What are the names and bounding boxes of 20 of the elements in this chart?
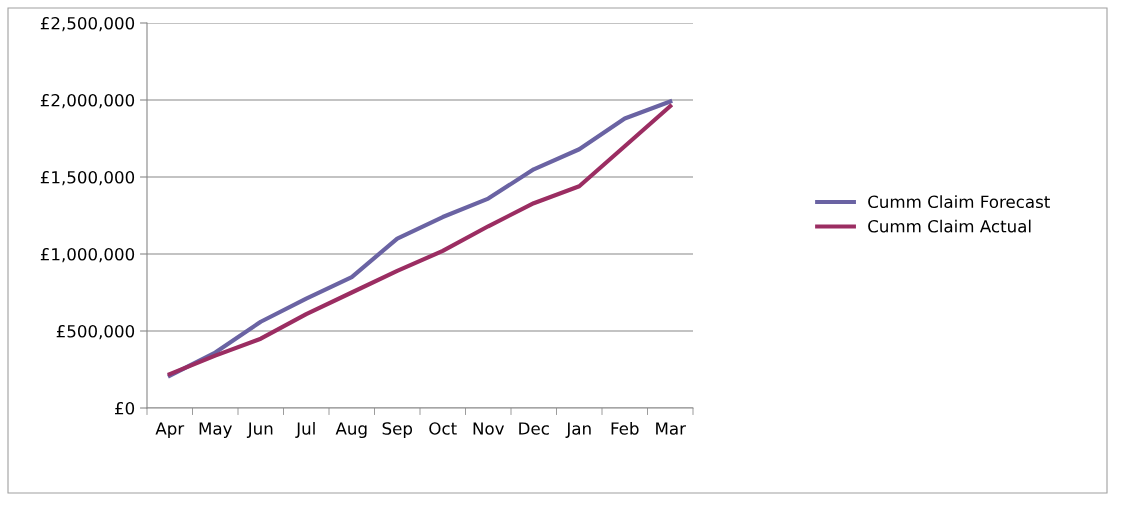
x-tick-label: Oct (429, 422, 457, 435)
x-tick-label: Nov (473, 422, 505, 435)
x-tick-label: Feb (611, 421, 639, 435)
x-tick-label: Mar (656, 422, 686, 435)
x-tick-label: Jul (295, 421, 315, 438)
x-tick-label: Dec (519, 422, 549, 435)
y-tick-label: £500,000 (56, 324, 135, 340)
y-tick-label: £2,000,000 (40, 93, 135, 109)
y-tick-label: £0 (115, 401, 135, 415)
legend-label: Cumm Claim Forecast (868, 195, 1050, 209)
x-tick-label: Apr (155, 422, 185, 439)
legend-label: Cumm Claim Actual (868, 219, 1031, 233)
y-tick-label: £2,500,000 (40, 16, 135, 32)
x-tick-label: May (199, 422, 232, 439)
x-tick-label: Jan (565, 422, 591, 438)
x-tick-label: Aug (335, 422, 367, 439)
x-tick-label: Jun (246, 422, 273, 438)
y-tick-label: £1,500,000 (40, 170, 135, 186)
y-tick-label: £1,000,000 (40, 247, 135, 263)
x-tick-label: Sep (382, 422, 413, 439)
